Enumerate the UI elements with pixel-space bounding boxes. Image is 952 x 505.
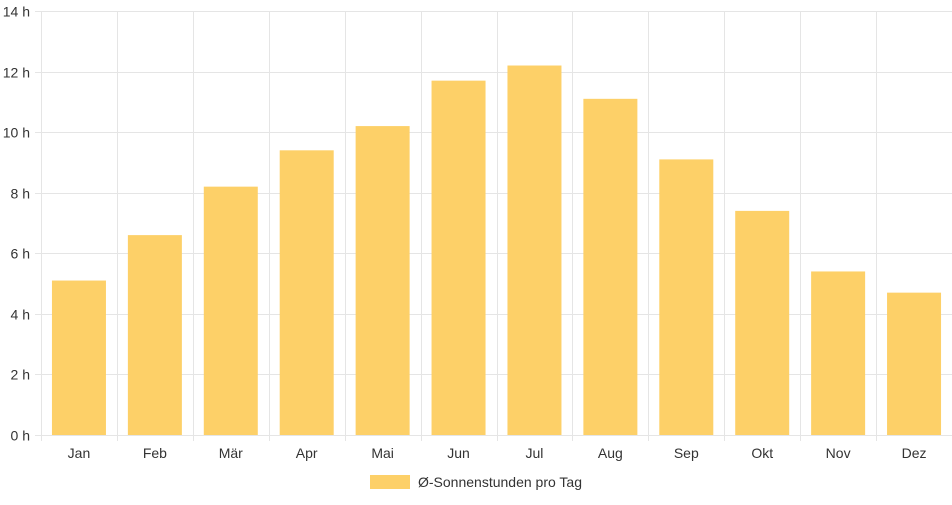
y-tick-label: 10 h (3, 125, 30, 141)
y-axis: 0 h 2 h 4 h 6 h 8 h 10 h 12 h 14 h (3, 4, 30, 444)
x-tick-label: Sep (674, 445, 699, 461)
legend-label[interactable]: Ø-Sonnenstunden pro Tag (418, 474, 582, 490)
y-tick-label: 0 h (11, 428, 30, 444)
bar-jul[interactable] (507, 65, 562, 435)
bar-feb[interactable] (127, 235, 182, 435)
legend[interactable]: Ø-Sonnenstunden pro Tag (370, 474, 582, 490)
bar-mär[interactable] (203, 186, 258, 435)
y-tick-label: 12 h (3, 65, 30, 81)
x-tick-label: Aug (598, 445, 623, 461)
x-tick-label: Feb (143, 445, 167, 461)
x-tick-label: Jan (68, 445, 91, 461)
bar-okt[interactable] (735, 210, 790, 435)
bar-jan[interactable] (51, 280, 106, 435)
bar-nov[interactable] (811, 271, 866, 435)
x-tick-label: Apr (296, 445, 318, 461)
x-tick-label: Nov (826, 445, 851, 461)
bar-aug[interactable] (583, 98, 638, 435)
legend-swatch[interactable] (370, 475, 410, 489)
y-tick-label: 6 h (11, 246, 30, 262)
y-tick-label: 2 h (11, 367, 30, 383)
x-axis: Jan Feb Mär Apr Mai Jun Jul Aug Sep Okt Nov Dez (68, 445, 927, 461)
bars (51, 65, 942, 436)
x-tick-label: Mär (219, 445, 243, 461)
bar-jun[interactable] (431, 80, 486, 436)
x-tick-label: Mai (371, 445, 394, 461)
x-tick-label: Okt (751, 445, 773, 461)
bar-sep[interactable] (659, 159, 714, 435)
x-tick-label: Dez (902, 445, 927, 461)
y-tick-label: 8 h (11, 186, 30, 202)
y-tick-label: 4 h (11, 307, 30, 323)
grid-lines (35, 11, 952, 441)
bar-mai[interactable] (355, 126, 410, 435)
bar-dez[interactable] (887, 292, 942, 435)
x-tick-label: Jun (447, 445, 470, 461)
y-tick-label: 14 h (3, 4, 30, 20)
x-tick-label: Jul (526, 445, 544, 461)
bar-apr[interactable] (279, 150, 334, 436)
